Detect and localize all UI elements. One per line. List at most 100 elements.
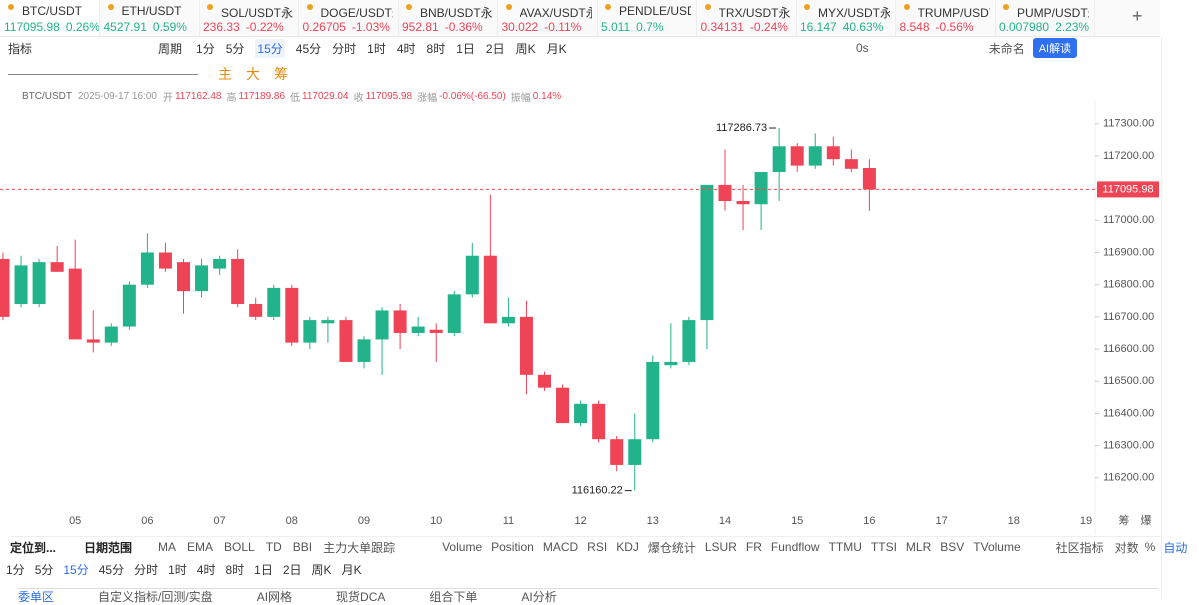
candle-body — [556, 387, 570, 424]
tab-price-line: 236.33 -0.22% — [203, 20, 284, 34]
interval-button[interactable]: 1时 — [168, 562, 187, 577]
sub-indicator[interactable]: LSUR — [704, 540, 737, 554]
period-label[interactable]: 周期 — [158, 41, 183, 56]
interval-button[interactable]: 周K — [311, 562, 332, 577]
interval-button[interactable]: 2日 — [485, 41, 505, 56]
sub-indicator[interactable]: TVolume — [973, 540, 1021, 554]
x-tick-label: 17 — [935, 515, 947, 527]
locate-button[interactable]: 定位到... — [10, 540, 57, 555]
sub-indicator[interactable]: Fundflow — [770, 540, 820, 554]
x-tick-label: 16 — [863, 515, 875, 527]
ai-button[interactable]: AI解读 — [1032, 38, 1078, 58]
x-tick-label: 11 — [503, 515, 514, 527]
interval-button[interactable]: 周K — [515, 41, 536, 56]
main-indicator[interactable]: BOLL — [224, 540, 255, 554]
interval-button[interactable]: 15分 — [255, 38, 285, 58]
tab-symbol: PENDLE/USDT — [619, 4, 691, 18]
percent-toggle[interactable]: % — [1144, 540, 1156, 554]
symbol-tab[interactable]: PENDLE/USDT 5.011 0.7% — [597, 0, 697, 36]
main-indicator[interactable]: TD — [265, 540, 282, 554]
sub-indicator[interactable]: KDJ — [616, 540, 639, 554]
quick-button[interactable]: 筹 — [274, 66, 288, 82]
timer: 0s — [856, 41, 869, 55]
interval-button[interactable]: 分时 — [134, 562, 159, 577]
y-tick-label: 116500.00 — [1103, 375, 1154, 387]
symbol-tab[interactable]: BTC/USDT 117095.98 0.26% — [0, 0, 100, 36]
candle-body — [538, 374, 551, 388]
log-toggle[interactable]: 对数 — [1114, 540, 1139, 555]
sub-indicator[interactable]: BSV — [940, 540, 965, 554]
symbol-tab[interactable]: DOGE/USDT永续0.26705 -1.03% — [299, 0, 399, 36]
interval-button[interactable]: 8时 — [225, 562, 245, 577]
interval-button[interactable]: 5分 — [34, 562, 54, 577]
date-range-button[interactable]: 日期范围 — [84, 540, 133, 555]
indicator-button[interactable]: 指标 — [8, 41, 33, 56]
candle-body — [68, 268, 82, 340]
candle-body — [285, 287, 299, 343]
sub-indicator[interactable]: Volume — [442, 540, 483, 554]
interval-button[interactable]: 15分 — [63, 562, 89, 577]
y-tick-label: 116700.00 — [1103, 311, 1154, 323]
tab-change: -0.36% — [444, 20, 483, 34]
interval-button[interactable]: 1日 — [254, 562, 273, 577]
sub-indicator[interactable]: 爆仓统计 — [647, 540, 696, 555]
community-button[interactable]: 社区指标 — [1055, 540, 1104, 555]
main-indicator[interactable]: EMA — [187, 540, 214, 554]
interval-button[interactable]: 1分 — [6, 562, 25, 577]
interval-button[interactable]: 月K — [341, 562, 362, 577]
auto-toggle[interactable]: 自动 — [1163, 540, 1188, 555]
bottom-tab[interactable]: 组合下单 — [429, 589, 478, 604]
interval-button[interactable]: 5分 — [225, 41, 245, 56]
interval-button[interactable]: 45分 — [295, 41, 322, 56]
symbol-tab[interactable]: TRUMP/USDT永续8.548 -0.56% — [896, 0, 996, 36]
bottom-tab[interactable]: AI分析 — [521, 589, 557, 604]
bottom-tab[interactable]: 现货DCA — [336, 589, 386, 604]
interval-button[interactable]: 2日 — [282, 562, 302, 577]
candle-body — [32, 262, 46, 304]
interval-button[interactable]: 4时 — [196, 562, 216, 577]
symbol-tab[interactable]: AVAX/USDT永续30.022 -0.11% — [498, 0, 598, 36]
bottom-tab[interactable]: 委单区 — [18, 589, 55, 604]
interval-button[interactable]: 8时 — [426, 41, 446, 56]
bottom-tab[interactable]: 自定义指标/回测/实盘 — [98, 589, 213, 604]
y-tick-label: 116900.00 — [1103, 246, 1154, 258]
interval-button[interactable]: 1分 — [196, 41, 215, 56]
interval-button[interactable]: 分时 — [332, 41, 357, 56]
interval-button[interactable]: 4时 — [396, 41, 416, 56]
symbol-tab[interactable]: ETH/USDT 4527.91 0.59% — [100, 0, 200, 36]
sub-indicator[interactable]: FR — [745, 540, 762, 554]
symbol-tab[interactable]: MYX/USDT永续16.147 40.63% — [796, 0, 896, 36]
chart: 116200.00 116300.00 116400.00 116500.00 1166… — [0, 100, 1159, 535]
header-label: 开 — [162, 92, 173, 104]
sub-indicator[interactable]: TTMU — [828, 540, 862, 554]
sub-indicator[interactable]: RSI — [587, 540, 608, 554]
main-indicator[interactable]: MA — [158, 540, 177, 554]
last-price-box — [1097, 181, 1159, 198]
header-label: 振幅 — [510, 92, 531, 104]
interval-button[interactable]: 1日 — [456, 41, 475, 56]
sub-indicator[interactable]: Position — [491, 540, 534, 554]
symbol-tab[interactable]: TRX/USDT永续0.34131 -0.24% — [697, 0, 797, 36]
sub-indicator[interactable]: MLR — [905, 540, 932, 554]
sub-indicator[interactable]: TTSI — [870, 540, 897, 554]
candle-body — [357, 339, 371, 362]
tab-change: 40.63% — [842, 20, 884, 34]
symbol-tab[interactable]: SOL/USDT永续236.33 -0.22% — [199, 0, 299, 36]
tab-price-line: 117095.98 0.26% — [4, 20, 99, 34]
candle-body — [465, 255, 479, 295]
interval-button[interactable]: 1时 — [367, 41, 386, 56]
symbol-tab[interactable]: PUMP/USDT永续0.007980 2.23% — [995, 0, 1095, 36]
add-tab[interactable]: + — [1132, 6, 1143, 26]
main-indicator[interactable]: 主力大单跟踪 — [323, 540, 396, 555]
sub-indicator[interactable]: MACD — [542, 540, 579, 554]
tab-change: 0.7% — [636, 20, 664, 34]
main-indicator[interactable]: BBI — [292, 540, 313, 554]
interval-button[interactable]: 月K — [546, 41, 567, 56]
bottom-tab[interactable]: AI网格 — [256, 589, 293, 604]
symbol-tab[interactable]: BNB/USDT永续952.81 -0.36% — [398, 0, 498, 36]
quick-button[interactable]: 大 — [246, 66, 260, 82]
layout-name[interactable]: 未命名 — [988, 41, 1025, 56]
quick-button[interactable]: 主 — [218, 66, 232, 82]
interval-button[interactable]: 45分 — [98, 562, 125, 577]
candle-body — [736, 201, 750, 205]
